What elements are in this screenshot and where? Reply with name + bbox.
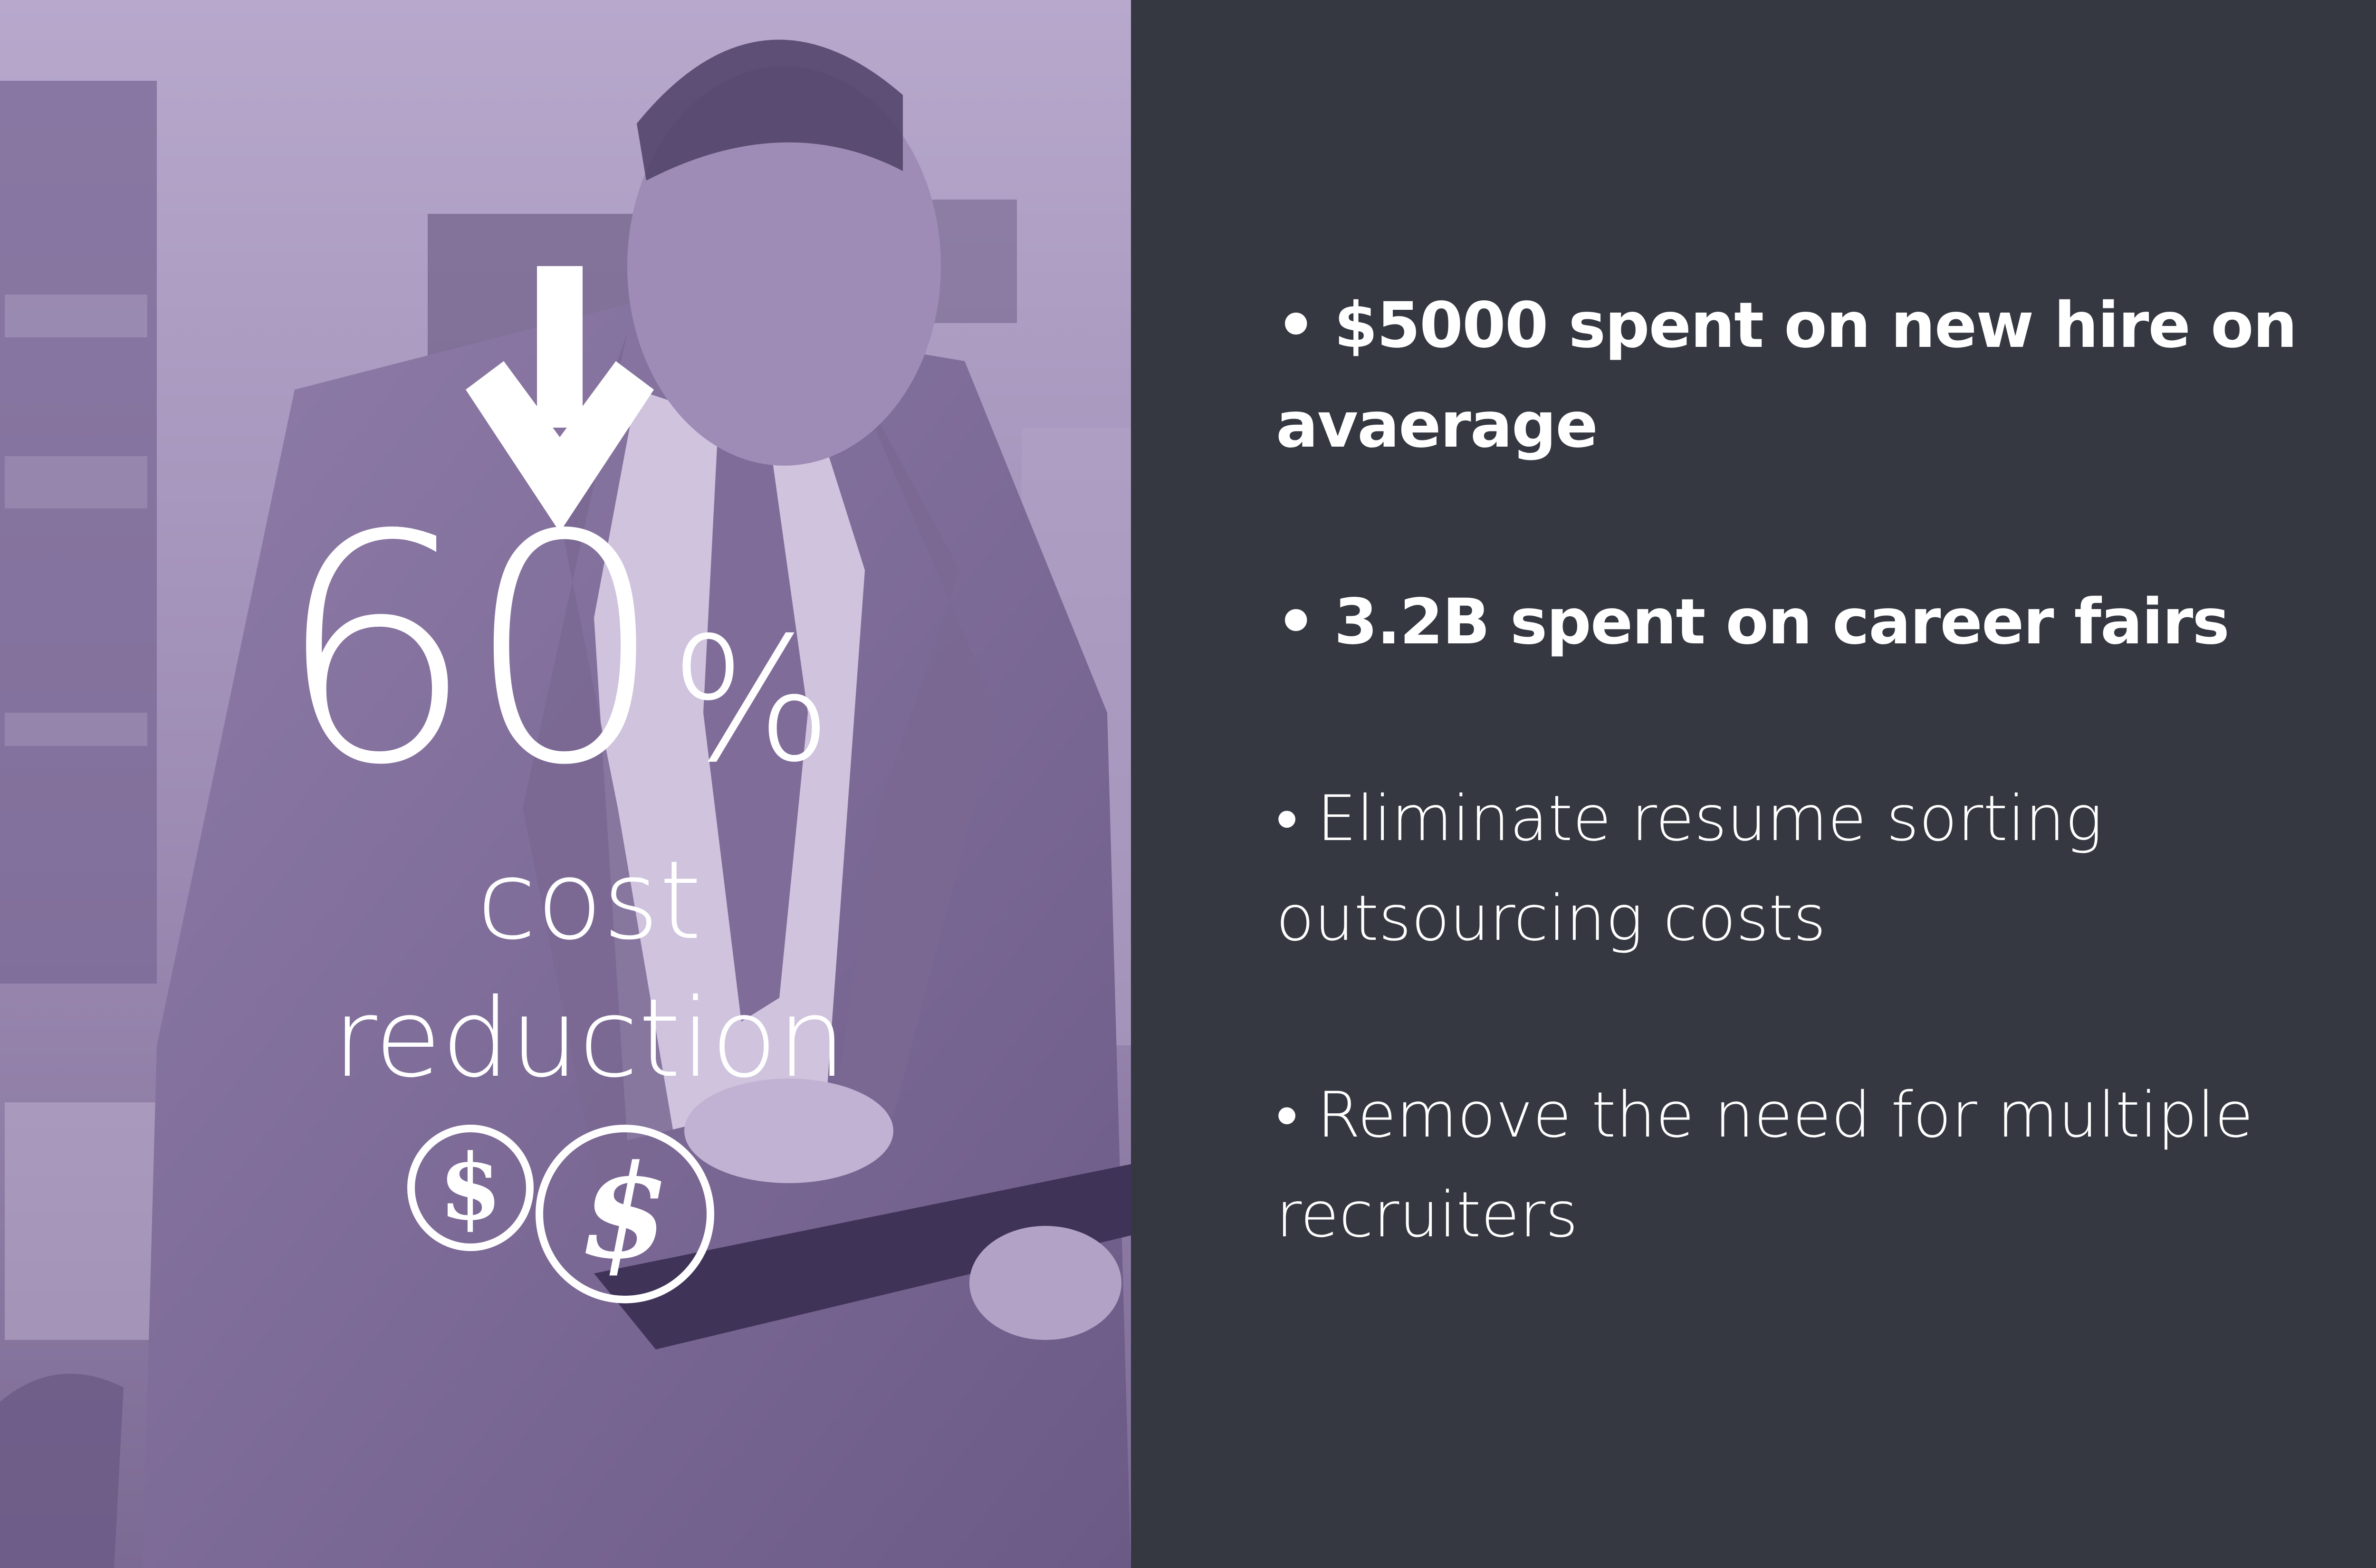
bullet-item: • Eliminate resume sorting outsourcing co… <box>1276 769 2376 968</box>
bullet-item: • $5000 spent on new hire on avaerage <box>1276 276 2376 475</box>
percent-sign: % <box>670 601 833 800</box>
bullet-text: Remove the need for multiple recruiters <box>1276 1079 2253 1252</box>
percent-stat: 60% <box>276 494 833 808</box>
caption-line-2: reduction <box>332 975 846 1101</box>
caption-line-1: cost <box>477 837 702 964</box>
bullet-marker: • <box>1276 782 1298 855</box>
bullet-marker: • <box>1276 289 1316 362</box>
bullet-marker: • <box>1276 585 1316 659</box>
svg-text:$: $ <box>580 1136 670 1287</box>
bullet-item: • 3.2B spent on career fairs <box>1276 572 2376 672</box>
bullet-text: $5000 spent on new hire on avaerage <box>1276 289 2298 462</box>
bullet-text: Eliminate resume sorting outsourcing cos… <box>1276 782 2103 955</box>
dollar-coin-icon: $ <box>407 1125 534 1251</box>
bullet-list: • $5000 spent on new hire on avaerage • 3.… <box>1276 276 2376 1362</box>
stat-caption: cost reduction <box>238 832 941 1107</box>
stat-number: 60 <box>276 468 665 833</box>
text-panel: • $5000 spent on new hire on avaerage • 3.… <box>1131 0 2376 1568</box>
bullet-item: • Remove the need for multiple recruiters <box>1276 1065 2376 1265</box>
dollar-coins: $ $ <box>407 1125 714 1303</box>
bullet-text: 3.2B spent on career fairs <box>1334 585 2230 659</box>
svg-text:$: $ <box>439 1134 502 1240</box>
background-photo <box>0 0 1131 1568</box>
bullet-marker: • <box>1276 1079 1298 1152</box>
dollar-coin-icon: $ <box>536 1125 714 1303</box>
photo-panel: 60% cost reduction $ $ <box>0 0 1131 1568</box>
down-arrow-icon <box>466 266 654 532</box>
